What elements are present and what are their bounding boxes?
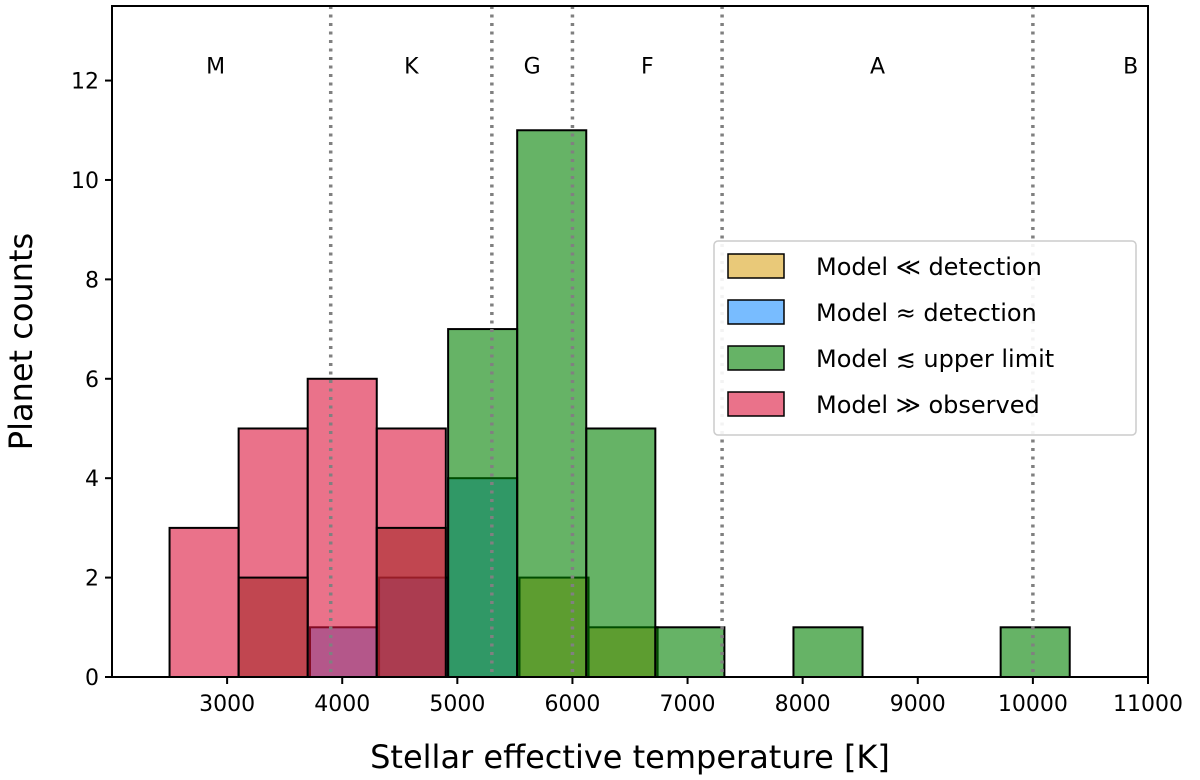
bar-model-upper-limit (585, 427, 657, 678)
bar-overlap (375, 526, 447, 679)
y-tick-label: 0 (85, 666, 99, 691)
spectral-boundaries (328, 6, 1035, 677)
legend-label: Model ≲ upper limit (816, 345, 1054, 373)
plot-frame (111, 5, 1149, 678)
spectral-class-label-g: G (524, 55, 541, 80)
x-tick-label: 10000 (998, 692, 1068, 717)
spectral-class-label-k: K (404, 55, 419, 80)
y-axis-label: Planet counts (2, 233, 40, 450)
x-tick-label: 8000 (775, 692, 831, 717)
spectral-class-label-m: M (206, 55, 225, 80)
bars-layer (168, 129, 1071, 679)
x-tick-label: 5000 (429, 692, 485, 717)
legend-swatch (727, 299, 785, 325)
legend-label: Model ≈ detection (816, 299, 1037, 327)
x-tick-label: 9000 (890, 692, 946, 717)
x-tick-label: 11000 (1113, 692, 1183, 717)
y-tick-label: 10 (71, 169, 99, 194)
x-axis-label: Stellar effective temperature [K] (370, 738, 890, 776)
x-tick-label: 7000 (660, 692, 716, 717)
bar-model-upper-limit (654, 626, 726, 679)
y-tick-label: 2 (85, 567, 99, 592)
y-tick-label: 8 (85, 268, 99, 293)
bar-model-observed (168, 526, 240, 679)
y-tick-label: 6 (85, 368, 99, 393)
x-axis-ticks: 3000 4000 5000 6000 7000 8000 9000 10000 11000 (199, 677, 1183, 717)
y-axis-ticks: 0 2 4 6 8 10 12 (71, 70, 112, 691)
spectral-class-label-a: A (870, 55, 885, 80)
bar-model-observed (306, 377, 378, 678)
bar-model-upper-limit (516, 129, 588, 678)
legend-swatch (727, 345, 785, 371)
legend-swatch (727, 253, 785, 279)
bar-model-upper-limit (999, 626, 1071, 679)
x-tick-label: 3000 (199, 692, 255, 717)
bar-overlap (237, 576, 309, 678)
legend: Model ≪ detection Model ≈ detection Model … (713, 240, 1137, 436)
legend-label: Model ≪ detection (816, 253, 1042, 281)
bar-model-upper-limit (447, 328, 519, 678)
legend-label: Model ≫ observed (816, 391, 1040, 419)
bar-model-upper-limit (792, 626, 864, 679)
legend-swatch (727, 391, 785, 417)
y-tick-label: 4 (85, 467, 99, 492)
spectral-class-label-b: B (1123, 55, 1138, 80)
y-tick-label: 12 (71, 70, 99, 95)
x-tick-label: 4000 (314, 692, 370, 717)
legend-box (713, 240, 1137, 436)
x-tick-label: 6000 (544, 692, 600, 717)
spectral-class-label-f: F (641, 55, 654, 80)
